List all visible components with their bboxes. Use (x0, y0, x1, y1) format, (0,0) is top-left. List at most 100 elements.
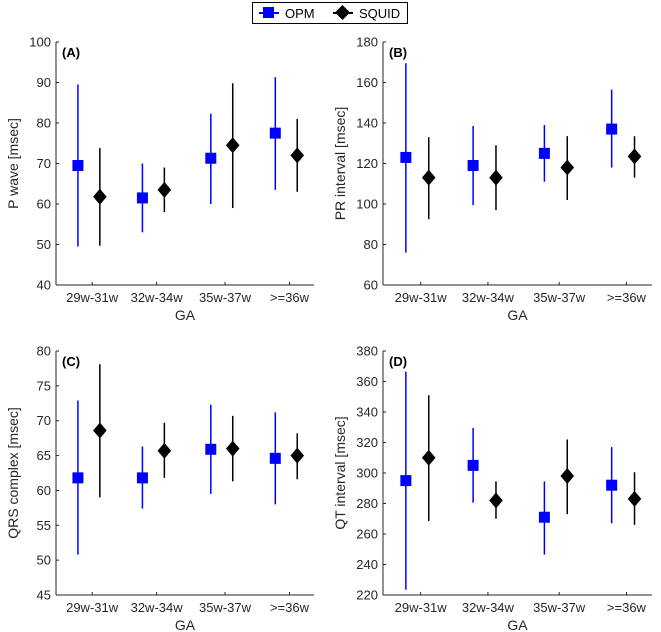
data-point-squid (290, 447, 305, 464)
y-tick-label: 70 (37, 413, 51, 428)
data-point-squid (560, 159, 575, 176)
y-tick-label: 55 (37, 518, 51, 533)
data-point-opm (606, 479, 618, 491)
data-point-opm (467, 160, 479, 172)
data-point-opm (538, 511, 550, 523)
chart-panel-a: 40 50 60 70 80 90 100 29w-31w 32w-34w 35w-37w >=36… (5, 35, 314, 323)
x-axis-label: GA (507, 307, 528, 323)
data-point-squid (560, 468, 575, 485)
x-tick-label: 35w-37w (533, 290, 586, 305)
data-point-opm (400, 151, 412, 163)
data-point-squid (157, 442, 172, 459)
y-tick-label: 180 (356, 35, 378, 50)
panel-label: (B) (389, 45, 407, 60)
data-point-squid (225, 440, 240, 457)
y-tick-label: 60 (37, 483, 51, 498)
x-axis-label: GA (507, 617, 528, 632)
x-tick-label: 32w-34w (462, 290, 515, 305)
y-axis-label: P wave [msec] (5, 118, 21, 209)
y-tick-label: 120 (356, 156, 378, 171)
data-point-opm (400, 475, 412, 487)
y-tick-label: 280 (356, 496, 378, 511)
y-tick-label: 160 (356, 75, 378, 90)
x-tick-label: >=36w (607, 600, 647, 615)
x-tick-label: 29w-31w (395, 600, 448, 615)
chart-panel-b: 60 80 100 120 140 160 180 29w-31w 32w-34w 35w-37w… (332, 35, 652, 323)
data-point-opm (205, 443, 217, 455)
data-point-squid (489, 492, 503, 509)
x-tick-label: 29w-31w (66, 600, 119, 615)
data-point-opm (205, 152, 217, 164)
data-point-squid (290, 147, 305, 164)
panel-label: (D) (389, 354, 407, 369)
x-tick-label: 32w-34w (462, 600, 515, 615)
y-axis-label: PR interval [msec] (332, 107, 348, 221)
x-tick-label: 32w-34w (131, 600, 184, 615)
data-point-squid (421, 169, 436, 186)
data-point-opm (72, 160, 84, 172)
data-point-squid (225, 137, 240, 154)
y-tick-label: 100 (356, 197, 378, 212)
y-tick-label: 50 (37, 237, 51, 252)
y-tick-label: 260 (356, 527, 378, 542)
y-tick-label: 75 (37, 378, 51, 393)
data-point-squid (93, 422, 107, 439)
panel-label: (A) (62, 45, 80, 60)
y-tick-label: 140 (356, 116, 378, 131)
y-axis-label: QRS complex [msec] (5, 407, 21, 538)
data-point-opm (136, 472, 148, 484)
x-tick-label: 29w-31w (395, 290, 448, 305)
data-point-opm (72, 472, 84, 484)
y-tick-label: 80 (37, 116, 51, 131)
data-point-squid (157, 181, 172, 198)
x-tick-label: >=36w (270, 600, 310, 615)
x-tick-label: 35w-37w (199, 290, 252, 305)
y-tick-label: 80 (364, 237, 378, 252)
legend-item-opm: OPM (259, 3, 315, 23)
y-tick-label: 300 (356, 466, 378, 481)
y-tick-label: 70 (37, 156, 51, 171)
data-point-squid (489, 169, 503, 186)
y-tick-label: 240 (356, 557, 378, 572)
x-tick-label: 32w-34w (131, 290, 184, 305)
x-axis-label: GA (175, 307, 196, 323)
y-tick-label: 320 (356, 435, 378, 450)
legend-item-squid: SQUID (333, 3, 400, 23)
y-tick-label: 50 (37, 553, 51, 568)
y-tick-label: 340 (356, 405, 378, 420)
y-tick-label: 65 (37, 448, 51, 463)
legend-label-squid: SQUID (359, 5, 401, 21)
legend: OPM SQUID (252, 2, 408, 24)
y-tick-label: 90 (37, 75, 51, 90)
data-point-squid (627, 148, 642, 165)
data-point-squid (627, 490, 642, 507)
x-tick-label: 35w-37w (199, 600, 252, 615)
x-tick-label: 35w-37w (533, 600, 586, 615)
data-point-opm (606, 123, 618, 135)
y-tick-label: 80 (37, 344, 51, 359)
data-point-squid (93, 188, 107, 205)
data-point-opm (538, 147, 550, 159)
y-tick-label: 360 (356, 374, 378, 389)
y-tick-label: 380 (356, 344, 378, 359)
data-point-squid (421, 449, 436, 466)
x-axis-label: GA (175, 617, 196, 632)
y-tick-label: 45 (37, 588, 51, 603)
x-tick-label: >=36w (270, 290, 310, 305)
x-tick-label: 29w-31w (66, 290, 119, 305)
y-tick-label: 100 (29, 35, 51, 50)
legend-diamond-marker-icon (335, 5, 350, 21)
x-tick-label: >=36w (607, 290, 647, 305)
y-tick-label: 60 (37, 197, 51, 212)
data-point-opm (467, 459, 479, 471)
y-tick-label: 40 (37, 278, 51, 293)
data-point-opm (269, 452, 281, 464)
chart-panel-c: 45 50 55 60 65 70 75 80 29w-31w 32w-34w 35w-37w >=3… (5, 344, 314, 632)
y-tick-label: 220 (356, 588, 378, 603)
legend-square-marker-icon (263, 7, 274, 19)
data-point-opm (269, 127, 281, 139)
legend-label-opm: OPM (285, 5, 315, 21)
y-axis-label: QT interval [msec] (332, 416, 348, 529)
panel-label: (C) (62, 354, 80, 369)
